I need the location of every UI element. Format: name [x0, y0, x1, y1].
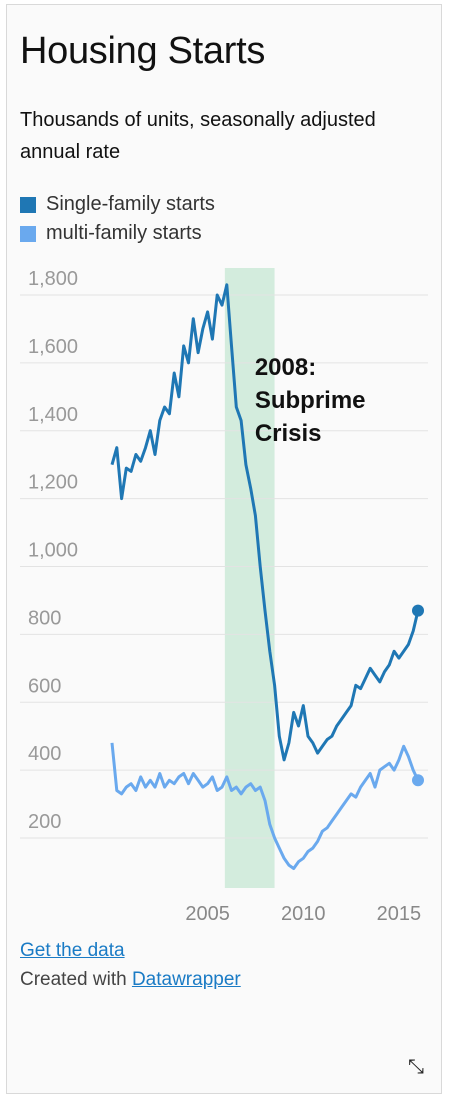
y-tick-label: 1,600 [28, 336, 78, 358]
legend-item-single-family: Single-family starts [20, 190, 215, 219]
get-the-data-link[interactable]: Get the data [20, 940, 125, 961]
y-tick-label: 200 [28, 811, 61, 833]
y-tick-label: 1,800 [28, 268, 78, 290]
x-tick-label: 2010 [281, 903, 326, 925]
chart-card [6, 4, 442, 1094]
x-tick-label: 2005 [185, 903, 230, 925]
series-line-single-family [110, 283, 420, 762]
chart-subtitle: Thousands of units, seasonally adjusted … [20, 109, 376, 163]
y-tick-label: 1,200 [28, 472, 78, 494]
x-tick-label: 2015 [377, 903, 422, 925]
created-with-text: Created with [20, 969, 132, 990]
annotation-text-line: Subprime [255, 387, 366, 414]
annotation-text-line: 2008: [255, 354, 316, 381]
chart-title: Housing Starts [20, 30, 266, 72]
y-tick-label: 600 [28, 675, 61, 697]
legend-swatch-single-family [20, 196, 36, 213]
legend-label-multi-family: multi-family starts [46, 222, 202, 244]
datawrapper-link[interactable]: Datawrapper [131, 969, 241, 990]
y-tick-label: 800 [28, 607, 61, 629]
legend-label-single-family: Single-family starts [46, 193, 215, 215]
line-chart: 1,800 1,600 1,400 1,200 1,000 800 600 400 200 200… [20, 268, 428, 925]
y-tick-label: 1,000 [28, 540, 78, 562]
series-line-multi-family [110, 742, 420, 870]
annotation-text-line: Crisis [255, 420, 322, 447]
legend-item-multi-family: multi-family starts [20, 219, 215, 248]
resize-icon[interactable]: ⤡ [408, 1056, 424, 1078]
y-tick-label: 1,400 [28, 404, 78, 426]
legend: Single-family starts multi-family starts [20, 190, 215, 248]
series-endpoint-single-family [412, 604, 424, 617]
series-endpoint-multi-family [412, 774, 424, 787]
created-with-credit: Created with Datawrapper [20, 969, 241, 991]
y-tick-label: 400 [28, 743, 61, 765]
legend-swatch-multi-family [20, 225, 36, 242]
